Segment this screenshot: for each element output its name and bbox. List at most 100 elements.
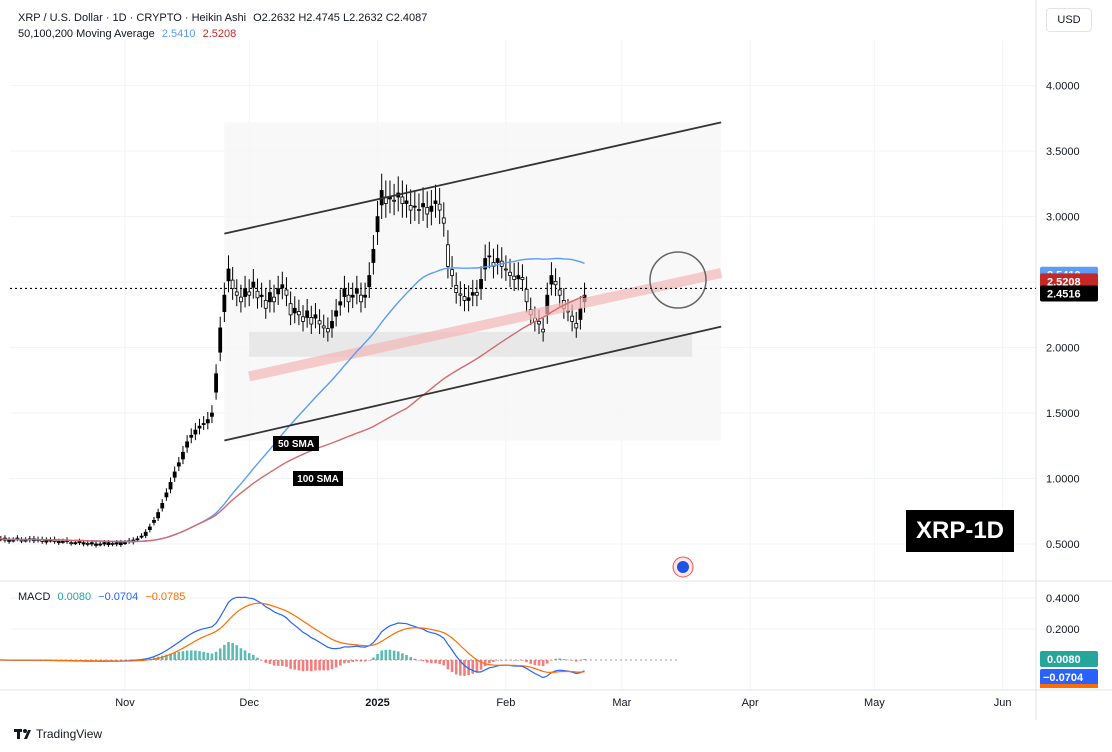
- macd-histogram-bar: [119, 659, 123, 661]
- macd-histogram-bar: [409, 657, 412, 660]
- candle-body: [549, 275, 554, 285]
- candle-body: [553, 281, 558, 286]
- candle-body: [56, 540, 61, 544]
- macd-histogram-bar: [425, 660, 429, 663]
- candle-body: [243, 288, 247, 297]
- candle-body: [292, 307, 297, 314]
- macd-histogram-bar: [252, 654, 255, 660]
- ma50-value: 2.5410: [161, 28, 196, 40]
- macd-histogram-bar: [181, 651, 185, 660]
- macd-histogram-bar: [463, 660, 466, 676]
- currency-button[interactable]: USD: [1046, 8, 1092, 32]
- candle-body: [512, 275, 517, 280]
- macd-histogram-bar: [566, 659, 570, 661]
- candle-body: [342, 288, 347, 297]
- ma-label: 50,100,200 Moving Average: [18, 28, 155, 40]
- macd-histogram-bar: [446, 660, 450, 670]
- macd-histogram-bar: [359, 660, 363, 662]
- macd-histogram-bar: [450, 660, 454, 673]
- price-tick: 0.5000: [1046, 539, 1080, 551]
- macd-histogram-bar: [276, 660, 280, 666]
- channel-lower-line: [224, 325, 722, 442]
- candle-body: [69, 542, 74, 545]
- time-tick: Nov: [115, 697, 135, 709]
- candle-body: [359, 294, 363, 303]
- candle-body: [301, 316, 305, 322]
- candle-body: [259, 294, 264, 297]
- macd-histogram-bar: [107, 660, 110, 661]
- macd-histogram-bar: [533, 660, 537, 666]
- highlight-circle: [649, 251, 707, 309]
- candle-body: [276, 288, 281, 295]
- candle-body: [450, 269, 454, 276]
- macd-histogram-bar: [442, 660, 446, 666]
- macd-histogram-bar: [111, 660, 114, 661]
- macd-line-label-bg: [1040, 669, 1098, 685]
- macd-histogram-bar: [554, 658, 557, 660]
- macd-histogram-bar: [165, 654, 168, 660]
- price-tick: 1.5000: [1046, 408, 1080, 420]
- macd-histogram-bar: [396, 651, 400, 660]
- candle-body: [313, 314, 318, 319]
- candle-body: [251, 281, 256, 288]
- macd-histogram-bar: [579, 660, 582, 661]
- macd-histogram-bar: [177, 651, 181, 660]
- candle-body: [296, 311, 301, 316]
- time-tick: Feb: [496, 697, 515, 709]
- candle-body: [508, 271, 512, 276]
- macd-histogram-bar: [367, 660, 371, 661]
- macd-histogram-bar: [256, 657, 259, 660]
- macd-histogram-bar: [289, 660, 292, 669]
- macd-histogram-bar: [405, 654, 408, 660]
- macd-histogram-bar: [562, 659, 566, 660]
- candle-body: [441, 217, 446, 224]
- candle-body: [363, 294, 368, 298]
- macd-histogram-bar: [218, 648, 222, 660]
- candle-body: [338, 301, 343, 306]
- macd-histogram-bar: [285, 660, 288, 667]
- macd-histogram-bar: [347, 660, 350, 663]
- price-tick: 4.0000: [1046, 81, 1080, 93]
- macd-histogram-bar: [264, 660, 268, 663]
- candle-body: [77, 540, 82, 544]
- price-label-bg: [1040, 285, 1098, 302]
- candle-body: [466, 297, 471, 301]
- macd-histogram-bar: [508, 660, 512, 661]
- candle-body: [168, 482, 173, 490]
- macd-histogram-bar: [421, 660, 425, 662]
- candle-body: [425, 207, 430, 215]
- candle-body: [197, 425, 202, 429]
- macd-histogram-bar: [247, 653, 251, 660]
- macd-histogram-bar: [185, 650, 189, 660]
- candle-body: [272, 296, 276, 303]
- macd-histogram-bar: [500, 660, 504, 661]
- macd-histogram-bar: [223, 644, 226, 660]
- macd-histogram-bar: [351, 660, 354, 663]
- candle-body: [429, 205, 434, 212]
- macd-histogram-bar: [537, 660, 541, 666]
- candle-body: [280, 284, 285, 289]
- candle-body: [495, 258, 500, 263]
- candle-body: [446, 244, 450, 267]
- macd-histogram-bar: [475, 660, 479, 673]
- candle-body: [267, 292, 272, 303]
- tradingview-logo-icon: [14, 729, 31, 739]
- macd-histogram-bar: [434, 660, 437, 664]
- signal-line: [0, 602, 585, 674]
- macd-histogram-bar: [90, 660, 94, 661]
- candle-body: [462, 296, 467, 301]
- macd-histogram-bar: [202, 651, 205, 660]
- candle-body: [400, 196, 405, 204]
- time-tick: Mar: [612, 697, 631, 709]
- macd-histogram-bar: [430, 660, 433, 664]
- tradingview-footer[interactable]: TradingView: [14, 727, 102, 741]
- channel-upper-line: [224, 121, 722, 235]
- macd-label: MACD: [18, 591, 51, 603]
- macd-signal-value: −0.0785: [145, 591, 186, 603]
- tradingview-label: TradingView: [36, 727, 103, 741]
- candle-body: [160, 503, 165, 509]
- macd-histogram-bar: [293, 660, 297, 670]
- candle-body: [284, 289, 289, 296]
- candle-body: [305, 310, 310, 318]
